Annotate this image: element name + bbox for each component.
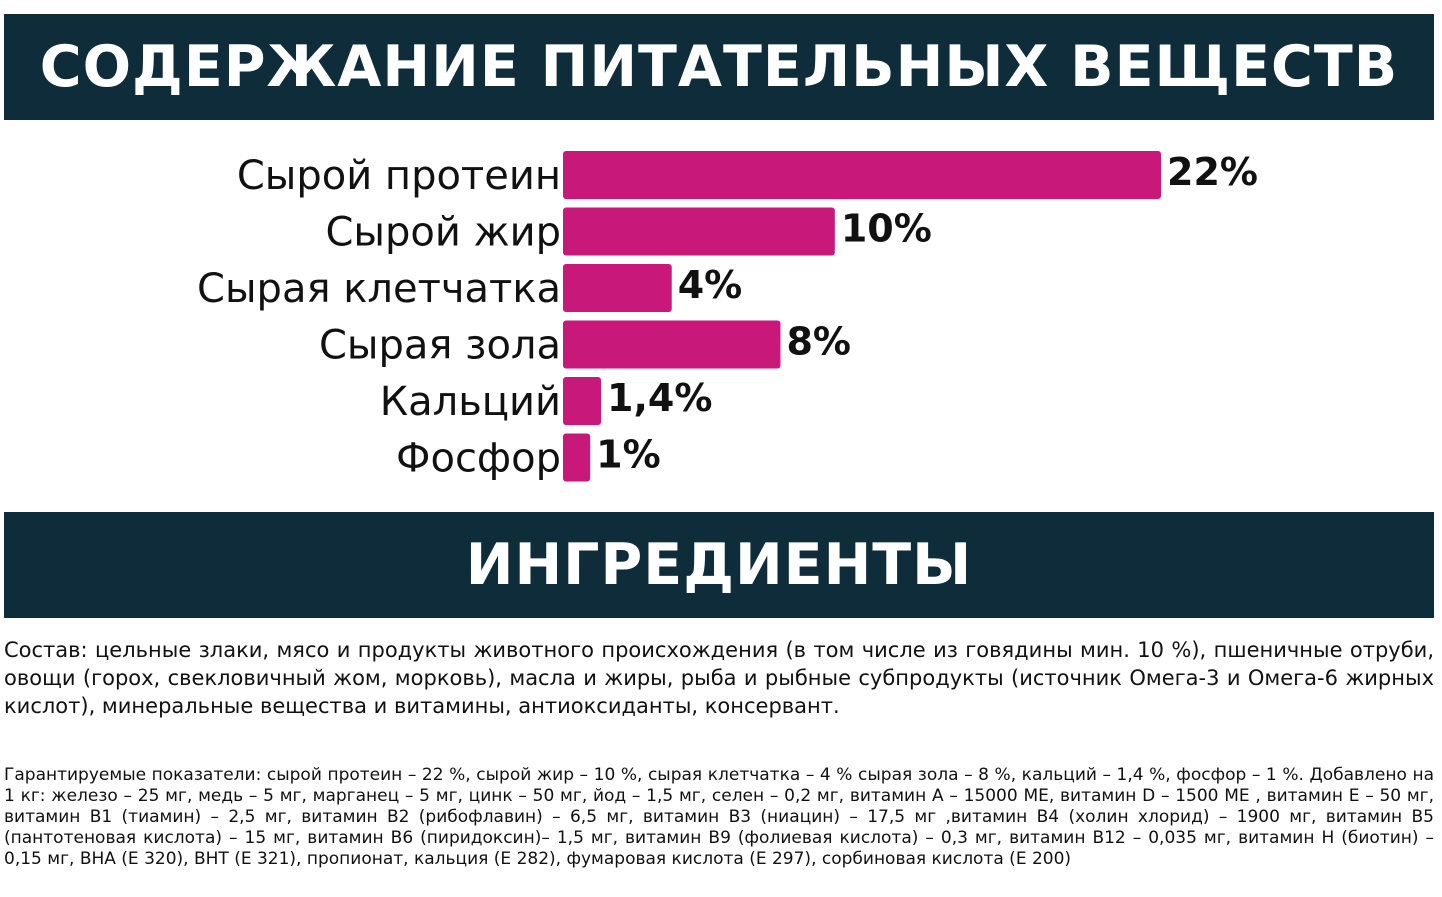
chart-bar [563,320,781,369]
chart-value-labels: 22% 10% 4% 8% 1,4% 1% [596,150,1258,477]
ingredients-heading-banner: ИНГРЕДИЕНТЫ [4,512,1434,618]
nutrients-heading: СОДЕРЖАНИЕ ПИТАТЕЛЬНЫХ ВЕЩЕСТВ [39,34,1399,100]
chart-category-label: Сырой протеин [237,153,561,199]
chart-value-label: 1% [596,433,661,477]
chart-category-label: Сырая клетчатка [197,266,561,312]
chart-value-label: 8% [786,320,851,364]
chart-category-label: Фосфор [396,436,561,482]
chart-category-label: Сырой жир [325,210,561,256]
chart-bar [563,264,672,312]
chart-category-label: Кальций [380,379,561,425]
chart-bar [563,207,835,256]
chart-value-label: 22% [1167,150,1258,194]
chart-bars [563,151,1161,482]
chart-category-labels: Сырой протеин Сырой жир Сырая клетчатка Сыр… [197,153,561,482]
guaranteed-analysis-text: Гарантируемые показатели: сырой протеин … [4,765,1434,869]
chart-bar [563,377,602,425]
ingredients-heading: ИНГРЕДИЕНТЫ [465,532,973,598]
chart-value-label: 4% [678,263,743,307]
nutrient-bar-chart: Сырой протеин Сырой жир Сырая клетчатка Сыр… [197,150,1258,482]
chart-value-label: 10% [841,207,932,251]
chart-bar [563,151,1161,199]
chart-value-label: 1,4% [607,376,712,420]
nutrients-heading-banner: СОДЕРЖАНИЕ ПИТАТЕЛЬНЫХ ВЕЩЕСТВ [4,14,1434,120]
composition-text: Состав: цельные злаки, мясо и продукты ж… [4,638,1434,718]
chart-bar [563,433,591,482]
chart-category-label: Сырая зола [319,323,561,369]
